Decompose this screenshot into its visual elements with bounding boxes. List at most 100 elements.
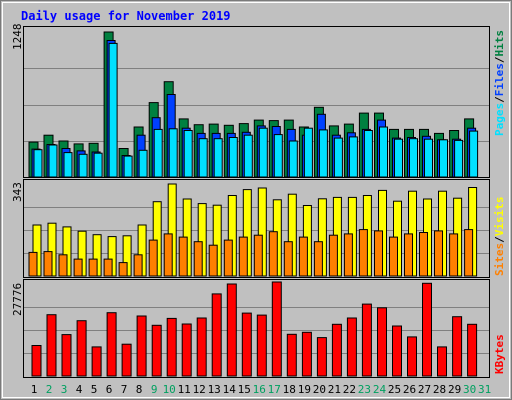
axis-separator: / (493, 96, 506, 103)
pages-bar (183, 130, 193, 178)
kbytes-bar (136, 315, 147, 377)
day-label: 23 (358, 383, 371, 396)
kbytes-bar (106, 312, 117, 377)
sites-bar (434, 230, 443, 277)
pages-bar (469, 130, 479, 178)
day-label: 11 (178, 383, 191, 396)
sites-bar (193, 241, 203, 277)
pages-bar (409, 138, 418, 178)
day-label: 18 (283, 383, 296, 396)
kbytes-bar (61, 334, 72, 377)
visits-max-label: 343 (11, 182, 24, 202)
day-label: 22 (343, 383, 356, 396)
sites-bar (133, 254, 143, 277)
sites-bar (449, 233, 459, 277)
kbytes-bar (377, 307, 387, 377)
pages-bar (454, 139, 464, 178)
pages-bar (123, 155, 133, 178)
kbytes-bar (301, 331, 312, 377)
kbytes-bar (181, 323, 192, 377)
kbytes-bar (241, 312, 252, 377)
day-label: 19 (298, 383, 311, 396)
day-label: 13 (208, 383, 221, 396)
pages-bar (168, 128, 178, 178)
sites-bar (88, 258, 98, 277)
day-label: 1 (31, 383, 38, 396)
sites-bar (298, 236, 308, 277)
bars-layer (28, 31, 479, 377)
kbytes-bar (392, 325, 402, 377)
sites-bar (268, 231, 278, 277)
day-label: 6 (106, 383, 113, 396)
sites-bar (103, 258, 113, 277)
sites-bar (283, 241, 293, 277)
pages-bar (153, 128, 163, 178)
day-label: 10 (163, 383, 176, 396)
pages-bar (33, 149, 43, 178)
pages-bar (363, 130, 373, 178)
day-label: 16 (253, 383, 266, 396)
sites-bar (313, 241, 323, 277)
day-label: 20 (313, 383, 326, 396)
sites-bar (404, 233, 413, 277)
sites-bar (148, 239, 158, 277)
sites-bar (358, 229, 368, 277)
hits-axis-word: Hits (493, 30, 506, 57)
axis-separator: / (493, 236, 506, 243)
kbytes-bar (166, 317, 177, 377)
kbytes-bar (151, 324, 162, 377)
kbytes-max-label: 27776 (11, 283, 24, 316)
sites-bar (178, 236, 188, 277)
pages-bar (138, 149, 148, 178)
day-label: 30 (463, 383, 476, 396)
pages-bar (108, 42, 118, 178)
kbytes-bar (452, 316, 463, 377)
day-label: 31 (478, 383, 491, 396)
sites-bar (223, 239, 233, 277)
day-label: 26 (403, 383, 416, 396)
day-label: 4 (76, 383, 83, 396)
pages-axis-word: Pages (493, 103, 506, 136)
kbytes-bar (46, 314, 57, 377)
kbytes-bar (331, 323, 342, 377)
kbytes-bar (91, 346, 102, 377)
chart-title: Daily usage for November 2019 (21, 9, 231, 23)
sites-bar (389, 236, 398, 277)
sites-bar (238, 236, 248, 277)
hits-max-label: 1248 (11, 24, 24, 51)
kbytes-bar (407, 336, 417, 377)
day-label: 15 (238, 383, 251, 396)
visits-axis-word: Visits (493, 197, 506, 237)
sites-bar (328, 234, 338, 277)
kbytes-bar (121, 343, 132, 377)
pages-bar (333, 137, 343, 178)
kbytes-bar (211, 293, 222, 377)
sites-bar (374, 230, 383, 277)
pages-bar (273, 134, 283, 178)
day-label: 24 (373, 383, 387, 396)
day-label: 28 (433, 383, 446, 396)
pages-bar (213, 138, 223, 178)
sites-bar (58, 254, 68, 277)
pages-bar (394, 138, 403, 178)
day-labels: 1 2 3 4 5 6 7 8 9 10 11 12 13 14 15 16 17 18 19 20 21 22 23 24 2… (31, 383, 492, 396)
day-label: 8 (136, 383, 143, 396)
day-label: 14 (223, 383, 237, 396)
kbytes-bar (196, 317, 207, 377)
pages-bar (303, 127, 313, 178)
day-label: 3 (61, 383, 68, 396)
kbytes-bar (437, 346, 447, 377)
pages-bar (258, 127, 268, 178)
sites-bar (253, 234, 263, 277)
axis-separator: / (493, 56, 506, 63)
day-label: 12 (193, 383, 206, 396)
day-label: 5 (91, 383, 98, 396)
pages-bar (243, 134, 253, 178)
kbytes-bar (422, 282, 432, 377)
day-label: 7 (121, 383, 128, 396)
pages-bar (348, 136, 358, 178)
day-label: 21 (328, 383, 341, 396)
sites-bar (343, 233, 353, 277)
kbytes-bar (31, 345, 42, 377)
